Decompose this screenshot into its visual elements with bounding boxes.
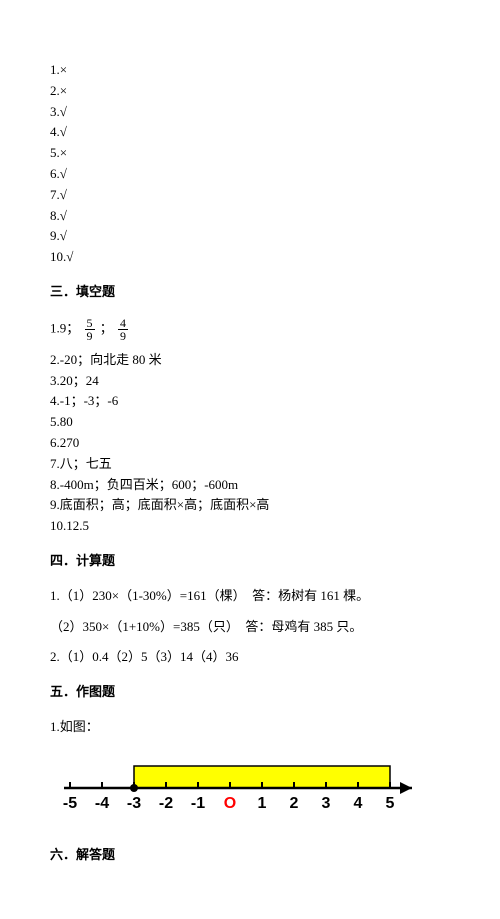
tf-item-2: 2.× bbox=[50, 81, 450, 102]
tick-label: -2 bbox=[159, 795, 173, 812]
section-5-title: 五．作图题 bbox=[50, 682, 450, 703]
fraction-1-num: 5 bbox=[85, 317, 95, 330]
fill-q1: 1.9； 5 9 ； 4 9 bbox=[50, 317, 450, 342]
fill-q5: 5.80 bbox=[50, 412, 450, 433]
fraction-2-num: 4 bbox=[118, 317, 128, 330]
draw-q1: 1.如图： bbox=[50, 717, 450, 738]
tf-item-1: 1.× bbox=[50, 60, 450, 81]
tf-item-4: 4.√ bbox=[50, 122, 450, 143]
fill-q7: 7.八；七五 bbox=[50, 454, 450, 475]
tf-item-8: 8.√ bbox=[50, 206, 450, 227]
tf-item-5: 5.× bbox=[50, 143, 450, 164]
section-6-title: 六．解答题 bbox=[50, 845, 450, 866]
fraction-1-den: 9 bbox=[85, 330, 95, 342]
true-false-list: 1.×2.×3.√4.√5.×6.√7.√8.√9.√10.√ bbox=[50, 60, 450, 268]
axis-arrow bbox=[400, 782, 412, 794]
fraction-1: 5 9 bbox=[85, 317, 95, 342]
number-line-figure: -5 -4 -3 -2 -1 O 1 2 3 4 5 bbox=[50, 748, 450, 825]
fill-q9: 9.底面积；高；底面积×高；底面积×高 bbox=[50, 495, 450, 516]
calc-1-1: 1.（1）230×（1-30%）=161（棵） 答：杨树有 161 棵。 bbox=[50, 586, 450, 607]
tick-label: -5 bbox=[63, 795, 77, 812]
fill-q8: 8.-400m；负四百米；600；-600m bbox=[50, 475, 450, 496]
tick-label: 5 bbox=[386, 795, 395, 812]
section-4-title: 四．计算题 bbox=[50, 551, 450, 572]
fill-q6: 6.270 bbox=[50, 433, 450, 454]
calc-1-2: （2）350×（1+10%）=385（只） 答：母鸡有 385 只。 bbox=[50, 617, 450, 638]
tick-label: 3 bbox=[322, 795, 331, 812]
tf-item-10: 10.√ bbox=[50, 247, 450, 268]
tick-label-zero: O bbox=[224, 795, 236, 812]
fill-q1-prefix: 1.9； bbox=[50, 320, 79, 335]
tick-label: 4 bbox=[354, 795, 363, 812]
fill-q10: 10.12.5 bbox=[50, 516, 450, 537]
fill-q1-mid: ； bbox=[100, 320, 113, 335]
tick-label: -1 bbox=[191, 795, 205, 812]
tick-label: 2 bbox=[290, 795, 299, 812]
tick-label: -3 bbox=[127, 795, 141, 812]
tick-label: 1 bbox=[258, 795, 267, 812]
fill-q3: 3.20；24 bbox=[50, 371, 450, 392]
fill-q4: 4.-1；-3；-6 bbox=[50, 391, 450, 412]
tf-item-7: 7.√ bbox=[50, 185, 450, 206]
fraction-2: 4 9 bbox=[118, 317, 128, 342]
fraction-2-den: 9 bbox=[118, 330, 128, 342]
tf-item-3: 3.√ bbox=[50, 102, 450, 123]
tf-item-9: 9.√ bbox=[50, 226, 450, 247]
tf-item-6: 6.√ bbox=[50, 164, 450, 185]
calc-2: 2.（1）0.4（2）5（3）14（4）36 bbox=[50, 647, 450, 668]
tick-label: -4 bbox=[95, 795, 109, 812]
fill-q2: 2.-20；向北走 80 米 bbox=[50, 350, 450, 371]
section-3-title: 三．填空题 bbox=[50, 282, 450, 303]
number-line-svg: -5 -4 -3 -2 -1 O 1 2 3 4 5 bbox=[50, 748, 440, 818]
